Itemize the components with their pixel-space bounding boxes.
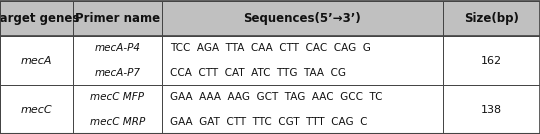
Bar	[73, 36, 162, 85]
Bar	[0, 1, 73, 36]
Text: TCC  AGA  TTA  CAA  CTT  CAC  CAG  G: TCC AGA TTA CAA CTT CAC CAG G	[170, 43, 371, 53]
Text: Sequences(5’→3’): Sequences(5’→3’)	[244, 12, 361, 25]
Bar	[0, 85, 73, 134]
Bar	[0, 36, 73, 85]
Text: mecA-P7: mecA-P7	[94, 68, 140, 78]
Text: GAA  AAA  AAG  GCT  TAG  AAC  GCC  TC: GAA AAA AAG GCT TAG AAC GCC TC	[170, 92, 383, 102]
Text: Target genes: Target genes	[0, 12, 79, 25]
Bar	[443, 1, 540, 36]
Text: 138: 138	[481, 105, 502, 115]
Bar	[162, 1, 443, 36]
Text: Primer name: Primer name	[75, 12, 160, 25]
Text: 162: 162	[481, 56, 502, 66]
Text: Size(bp): Size(bp)	[464, 12, 519, 25]
Bar	[162, 85, 443, 134]
Text: mecC: mecC	[21, 105, 52, 115]
Text: mecA-P4: mecA-P4	[94, 43, 140, 53]
Bar	[73, 85, 162, 134]
Bar	[162, 36, 443, 85]
Text: CCA  CTT  CAT  ATC  TTG  TAA  CG: CCA CTT CAT ATC TTG TAA CG	[170, 68, 346, 78]
Text: mecA: mecA	[21, 56, 52, 66]
Bar	[443, 36, 540, 85]
Text: mecC MFP: mecC MFP	[91, 92, 145, 102]
Text: GAA  GAT  CTT  TTC  CGT  TTT  CAG  C: GAA GAT CTT TTC CGT TTT CAG C	[170, 117, 368, 127]
Text: mecC MRP: mecC MRP	[90, 117, 145, 127]
Bar	[443, 85, 540, 134]
Bar	[73, 1, 162, 36]
